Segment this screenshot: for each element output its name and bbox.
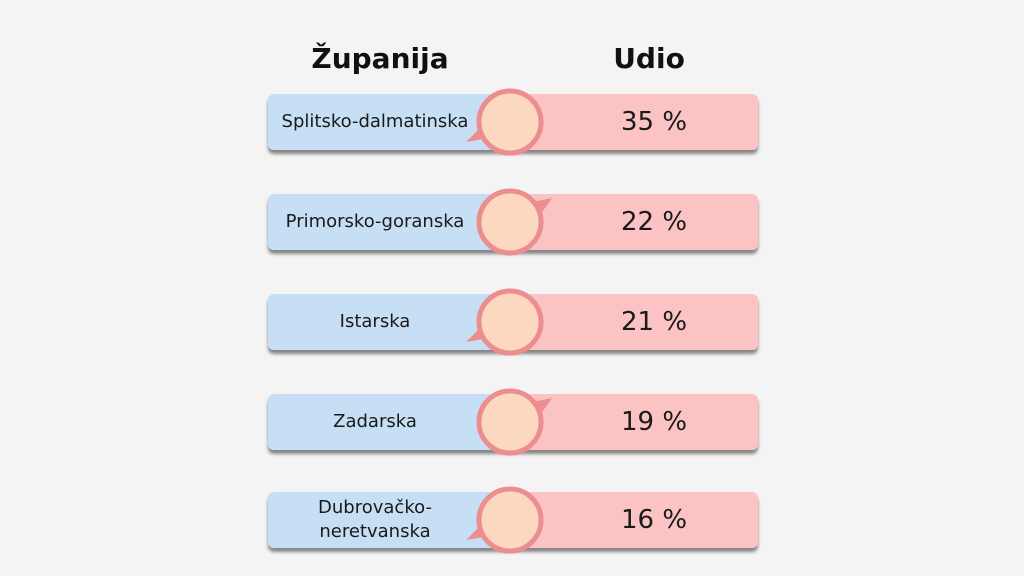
county-name: Dubrovačko- neretvanska [318,497,432,542]
share-cell [514,492,758,548]
header-county: Županija [311,42,449,75]
county-cell [268,492,518,548]
bubble-marker [466,486,544,554]
share-cell [514,94,758,150]
share-value: 16 % [620,505,688,535]
county-cell [268,394,518,450]
header-share: Udio [613,42,685,75]
bubble-marker [476,188,552,256]
bubble-marker [476,388,552,456]
bubble-marker [466,88,544,156]
share-value: 19 % [620,407,688,437]
county-name: Istarska [339,311,411,332]
table-row: Primorsko-goranska 22 % [268,188,758,256]
bubble-circle [476,188,544,256]
table-row: Dubrovačko- neretvanska 16 % [268,486,758,554]
county-name: Zadarska [333,411,417,432]
county-cell [268,94,518,150]
share-cell [514,194,758,250]
bubble-circle [476,486,544,554]
table-row: Zadarska 19 % [268,388,758,456]
bubble-circle [476,88,544,156]
share-value: 21 % [620,307,688,337]
county-name: Splitsko-dalmatinska [281,111,469,132]
share-cell [514,294,758,350]
bubble-marker [466,288,544,356]
share-value: 22 % [620,207,688,237]
bubble-circle [476,388,544,456]
table-row: Splitsko-dalmatinska 35 % [268,88,758,156]
share-value: 35 % [620,107,688,137]
share-cell [514,394,758,450]
county-cell [268,194,518,250]
table-row: Istarska 21 % [268,288,758,356]
bubble-circle [476,288,544,356]
county-cell [268,294,518,350]
county-name: Primorsko-goranska [285,211,465,232]
